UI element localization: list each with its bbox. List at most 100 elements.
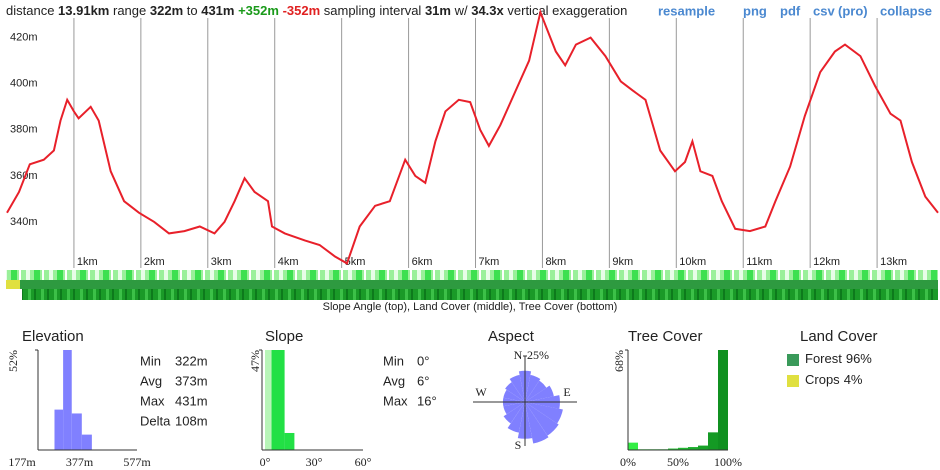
stat-value: 108m	[175, 413, 208, 428]
stat-label: Delta	[140, 413, 171, 428]
panel-title: Aspect	[488, 328, 535, 345]
y-tick-label: 420m	[10, 32, 38, 44]
histogram-bar	[668, 448, 678, 450]
aspect-wedge	[525, 402, 559, 436]
x-tick-label: 1km	[77, 256, 98, 268]
x-tick-label: 11km	[746, 256, 772, 268]
x-tick-label: 9km	[612, 256, 633, 268]
direction-label: S	[515, 438, 522, 452]
histogram-bar	[284, 432, 295, 450]
label: sampling interval	[324, 3, 422, 18]
panel-title: Elevation	[22, 328, 84, 345]
legend-entry: Crops 4%	[805, 372, 863, 387]
histogram-bar	[708, 432, 718, 450]
y-tick-label: 360m	[10, 170, 38, 182]
header-link[interactable]: collapse	[880, 3, 932, 18]
y-tick-label: 68%	[612, 350, 626, 372]
legend-entry: Forest 96%	[805, 351, 872, 366]
x-tick-label: 4km	[278, 256, 299, 268]
panel-title: Slope	[265, 328, 303, 345]
legend-swatch	[787, 354, 799, 366]
r-tick-label: 25%	[527, 348, 549, 362]
aspect-wedge	[505, 382, 525, 402]
x-tick-label: 3km	[211, 256, 232, 268]
legend-name: Crops	[805, 372, 840, 387]
label: to	[187, 3, 198, 18]
treecover-strip	[22, 289, 938, 300]
histogram-bar	[718, 350, 728, 450]
histogram-bar	[63, 350, 72, 450]
aspect-wedge	[503, 402, 525, 424]
x-tick-label: 0°	[260, 455, 271, 469]
value: 322m	[150, 3, 183, 18]
direction-label: W	[475, 385, 487, 399]
x-tick-label: 577m	[123, 455, 151, 469]
legend-value: 4%	[844, 372, 863, 387]
label: distance	[6, 3, 54, 18]
x-tick-label: 377m	[66, 455, 94, 469]
histogram-bar	[81, 434, 92, 450]
legend-name: Forest	[805, 351, 842, 366]
histogram-bar	[54, 409, 64, 450]
stat-label: Min	[140, 353, 161, 368]
header-link[interactable]: pdf	[780, 3, 801, 18]
histogram-bar	[678, 447, 688, 450]
landcover-strip	[6, 280, 20, 289]
aspect-wedge	[525, 402, 563, 424]
header-link[interactable]: (pro)	[838, 3, 868, 18]
x-tick-label: 5km	[345, 256, 366, 268]
x-tick-label: 6km	[412, 256, 433, 268]
stat-label: Max	[140, 393, 165, 408]
value: 431m	[201, 3, 234, 18]
histogram-bar	[688, 447, 698, 450]
y-tick-label: 340m	[10, 216, 38, 228]
y-tick-label: 400m	[10, 78, 38, 90]
header-link[interactable]: csv	[813, 3, 835, 18]
histogram-bar	[271, 350, 285, 450]
value: 34.3x	[471, 3, 504, 18]
y-tick-label: 380m	[10, 124, 38, 136]
header-link[interactable]: resample	[658, 3, 715, 18]
x-tick-label: 100%	[714, 455, 742, 469]
direction-label: N	[514, 348, 523, 362]
x-tick-label: 8km	[545, 256, 566, 268]
stat-label: Avg	[140, 373, 162, 388]
label: range	[113, 3, 146, 18]
x-tick-label: 50%	[667, 455, 689, 469]
x-tick-label: 13km	[880, 256, 907, 268]
stat-value: 373m	[175, 373, 208, 388]
value: 13.91km	[58, 3, 109, 18]
x-tick-label: 60°	[355, 455, 372, 469]
stat-value: 322m	[175, 353, 208, 368]
x-tick-label: 10km	[679, 256, 706, 268]
aspect-wedge	[503, 402, 525, 415]
header-link[interactable]: png	[743, 3, 767, 18]
aspect-wedge	[525, 402, 549, 444]
aspect-wedge	[509, 374, 525, 402]
strip-caption: Slope Angle (top), Land Cover (middle), …	[323, 301, 618, 313]
panel-title: Land Cover	[800, 328, 878, 345]
gain: +352m	[238, 3, 279, 18]
aspect-wedge	[525, 374, 541, 402]
label: w/	[454, 3, 468, 18]
stat-label: Max	[383, 393, 408, 408]
direction-label: E	[563, 385, 570, 399]
x-tick-label: 7km	[479, 256, 500, 268]
stat-value: 6°	[417, 373, 429, 388]
aspect-wedge	[503, 389, 525, 402]
panel-title: Tree Cover	[628, 328, 702, 345]
aspect-wedge	[507, 402, 525, 433]
x-tick-label: 0%	[620, 455, 636, 469]
slope-strip	[6, 270, 938, 280]
histogram-bar	[698, 445, 708, 450]
legend-value: 96%	[846, 351, 872, 366]
header-summary: distance 13.91km range 322m to 431m +352…	[6, 3, 627, 18]
stat-value: 0°	[417, 353, 429, 368]
x-tick-label: 177m	[8, 455, 36, 469]
loss: -352m	[283, 3, 321, 18]
stat-label: Min	[383, 353, 404, 368]
aspect-wedge	[525, 385, 554, 402]
stat-value: 431m	[175, 393, 208, 408]
label: vertical exaggeration	[507, 3, 627, 18]
